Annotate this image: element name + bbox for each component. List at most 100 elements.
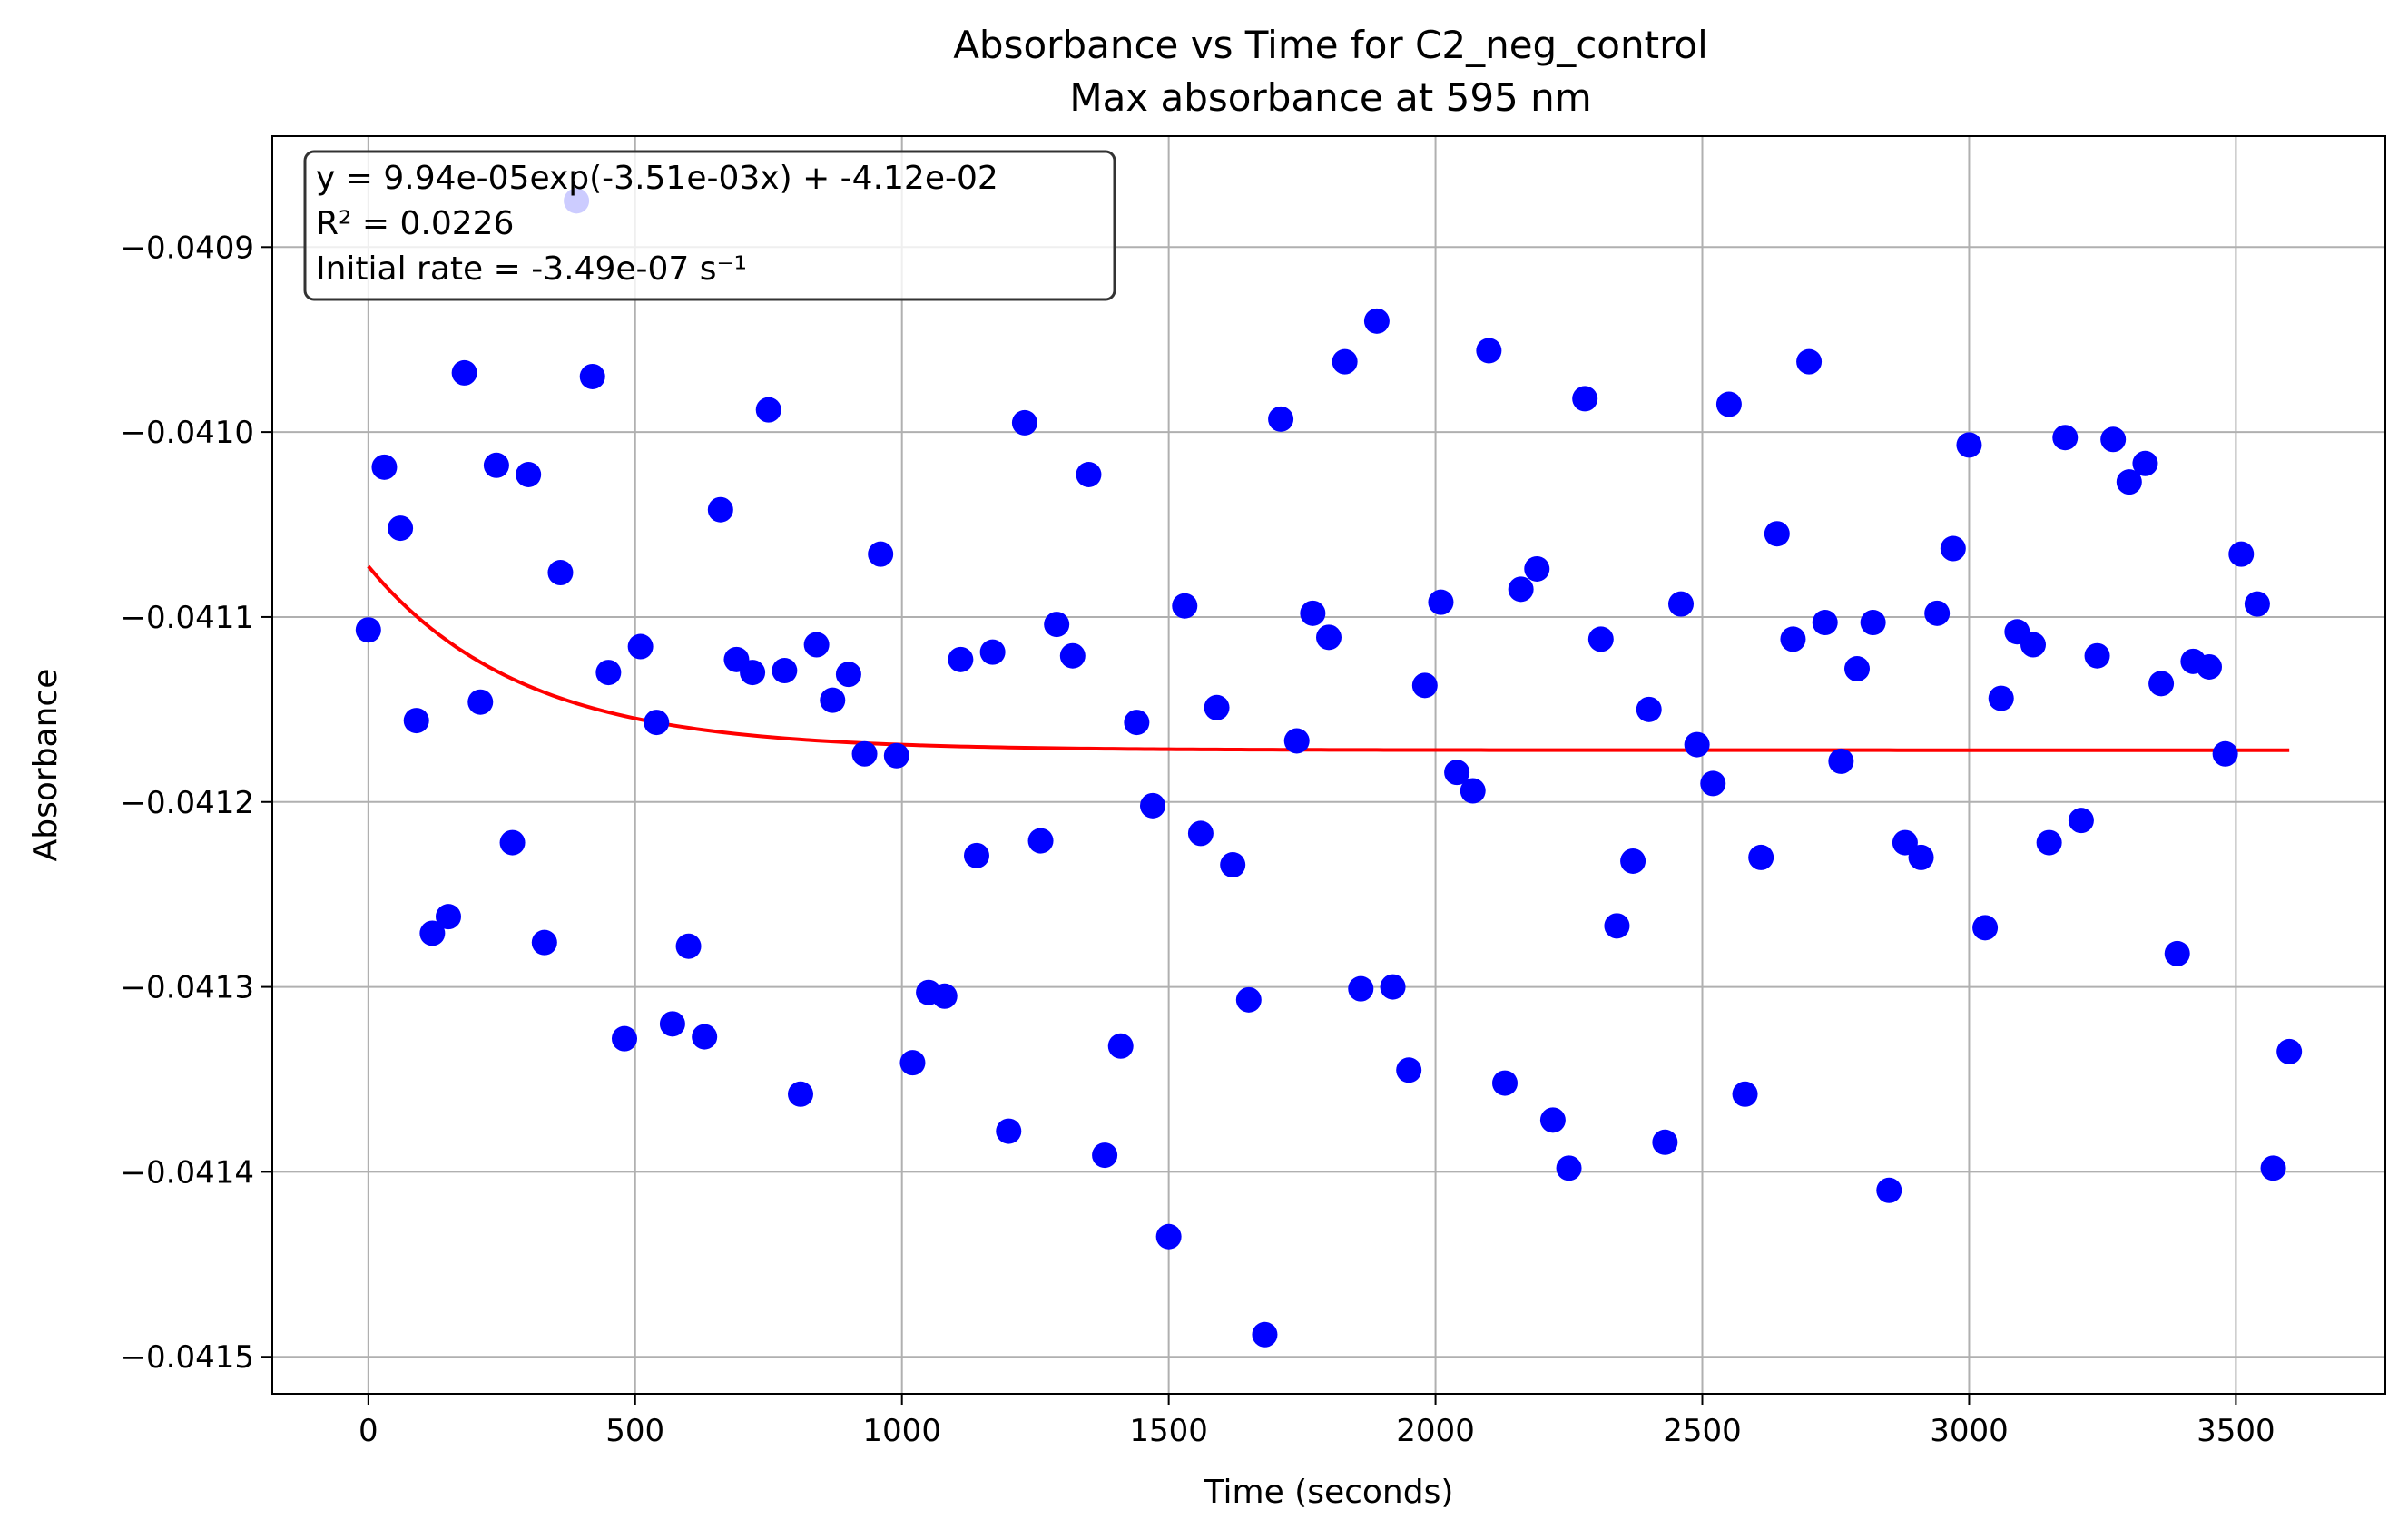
data-point [2212, 740, 2238, 767]
data-point [979, 639, 1006, 665]
data-point [516, 462, 542, 487]
data-point [1636, 696, 1662, 722]
data-point [1396, 1057, 1422, 1083]
data-point [2132, 450, 2158, 476]
x-tick-label: 2500 [1663, 1413, 1742, 1449]
data-point [1092, 1142, 1118, 1169]
data-point [1204, 694, 1230, 720]
data-point [1059, 642, 1086, 669]
data-point [1572, 386, 1598, 412]
y-tick-label: −0.0414 [121, 1154, 254, 1191]
data-point [1908, 844, 1934, 870]
data-point [1332, 348, 1358, 375]
data-point [1892, 829, 1918, 856]
data-point [1124, 710, 1150, 736]
data-point [2100, 426, 2127, 453]
data-point [1044, 612, 1070, 638]
data-point [1300, 600, 1326, 626]
data-point [2260, 1155, 2286, 1181]
data-point [707, 496, 733, 523]
y-tick-label: −0.0409 [121, 230, 254, 266]
data-point [531, 929, 557, 956]
data-point [1428, 589, 1454, 615]
data-point [899, 1050, 926, 1076]
x-tick-label: 3500 [2197, 1413, 2275, 1449]
data-point [1844, 656, 1870, 682]
data-point [1492, 1070, 1518, 1096]
data-point [1027, 828, 1054, 854]
fit-curve [367, 564, 2290, 752]
data-point [1715, 391, 1742, 417]
data-point [644, 710, 670, 736]
data-point [1587, 626, 1614, 652]
x-tick-label: 3000 [1930, 1413, 2009, 1449]
data-point [2228, 541, 2255, 567]
data-point [883, 742, 909, 769]
data-point [1972, 915, 1999, 941]
data-point [1828, 748, 1854, 774]
data-point [1363, 308, 1390, 334]
data-point [1476, 338, 1502, 364]
y-tick-label: −0.0410 [121, 415, 254, 451]
data-point [483, 452, 509, 478]
data-point [868, 541, 894, 567]
chart-subtitle: Max absorbance at 595 nm [1069, 75, 1591, 120]
data-point [1508, 576, 1534, 603]
data-point [436, 904, 461, 930]
data-point [803, 632, 830, 658]
data-point [1348, 975, 1374, 1002]
data-point [355, 617, 381, 643]
annotation-r-squared: R² = 0.0226 [316, 205, 514, 242]
data-point [1172, 593, 1198, 619]
data-point [964, 842, 989, 868]
data-point [788, 1081, 813, 1107]
data-point [740, 660, 766, 686]
data-point [755, 397, 781, 423]
data-point [1876, 1177, 1902, 1203]
data-point [1748, 844, 1774, 870]
data-point [1220, 852, 1246, 878]
y-axis-label: Absorbance [27, 669, 64, 862]
data-point [1252, 1321, 1278, 1348]
data-point [1604, 913, 1630, 939]
annotation-initial-rate: Initial rate = -3.49e-07 s⁻¹ [316, 250, 747, 288]
data-point [2244, 591, 2270, 617]
data-point [1316, 624, 1342, 651]
data-point [1268, 406, 1294, 432]
chart-title: Absorbance vs Time for C2_neg_control [953, 23, 1708, 67]
x-tick-label: 500 [605, 1413, 664, 1449]
x-tick-label: 2000 [1396, 1413, 1475, 1449]
data-point [1460, 778, 1486, 804]
data-point [2116, 469, 2142, 495]
data-point [1652, 1129, 1678, 1155]
data-point [948, 646, 974, 672]
y-tick-label: −0.0412 [121, 785, 254, 821]
fit-annotation: y = 9.94e-05exp(-3.51e-03x) + -4.12e-02 … [303, 150, 1116, 301]
data-point [2020, 632, 2046, 658]
y-tick-label: −0.0415 [121, 1339, 254, 1376]
data-point [675, 933, 702, 959]
data-point [2068, 808, 2094, 834]
data-point [467, 689, 494, 715]
data-point [1860, 610, 1886, 636]
data-point [659, 1011, 685, 1037]
data-point [1235, 986, 1262, 1013]
data-point [1764, 521, 1790, 547]
data-point [996, 1118, 1022, 1144]
data-points [355, 188, 2303, 1348]
data-point [1155, 1223, 1182, 1250]
data-point [451, 359, 477, 386]
data-point [2084, 642, 2110, 669]
x-axis-ticks: 0 500 1000 1500 2000 2500 3000 3500 [359, 1394, 2275, 1449]
y-tick-label: −0.0411 [121, 600, 254, 636]
x-tick-label: 1500 [1129, 1413, 1208, 1449]
data-point [499, 829, 526, 856]
data-point [1556, 1155, 1582, 1181]
data-point [1620, 848, 1646, 874]
data-point [772, 658, 798, 684]
data-point [1780, 626, 1806, 652]
data-point [1380, 974, 1406, 1000]
plot-frame [271, 135, 2386, 1395]
x-tick-label: 1000 [862, 1413, 941, 1449]
